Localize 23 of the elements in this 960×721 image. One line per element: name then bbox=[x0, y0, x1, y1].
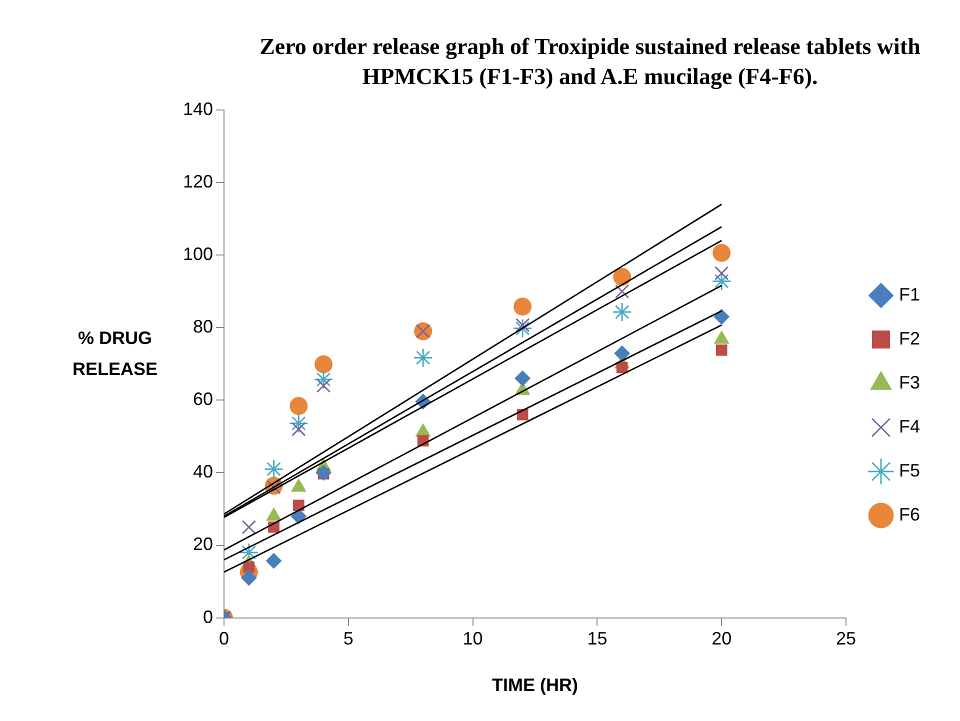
legend-label: F3 bbox=[898, 372, 920, 392]
y-tick-label: 120 bbox=[182, 172, 214, 192]
y-tick-label: 40 bbox=[193, 462, 214, 482]
x-tick-label: 25 bbox=[836, 628, 856, 649]
legend-label: F6 bbox=[898, 504, 920, 524]
x-axis-title: TIME (HR) bbox=[492, 675, 578, 696]
legend-label: F5 bbox=[898, 460, 920, 480]
y-tick-label: 140 bbox=[182, 98, 214, 119]
x-tick-label: 5 bbox=[343, 628, 354, 649]
x-tick-label: 20 bbox=[712, 628, 732, 649]
y-tick-label: 80 bbox=[193, 316, 214, 337]
y-tick-label: 20 bbox=[193, 534, 214, 554]
legend-label: F2 bbox=[898, 328, 920, 348]
legend-label: F4 bbox=[898, 416, 920, 436]
chart-title: Zero order release graph of Troxipide sustained release tablets with HPMCK15 (F1-F3) and A.E mucilage (F4-F6). bbox=[258, 33, 922, 92]
x-tick-label: 15 bbox=[587, 628, 608, 649]
x-tick-label: 0 bbox=[219, 628, 230, 649]
legend-label: F1 bbox=[898, 284, 920, 304]
y-tick-label: 60 bbox=[193, 389, 214, 410]
y-tick-label: 0 bbox=[203, 606, 214, 627]
y-tick-label: 100 bbox=[182, 244, 214, 264]
y-axis-title: % DRUG RELEASE bbox=[71, 327, 159, 381]
x-tick-label: 10 bbox=[462, 628, 483, 649]
